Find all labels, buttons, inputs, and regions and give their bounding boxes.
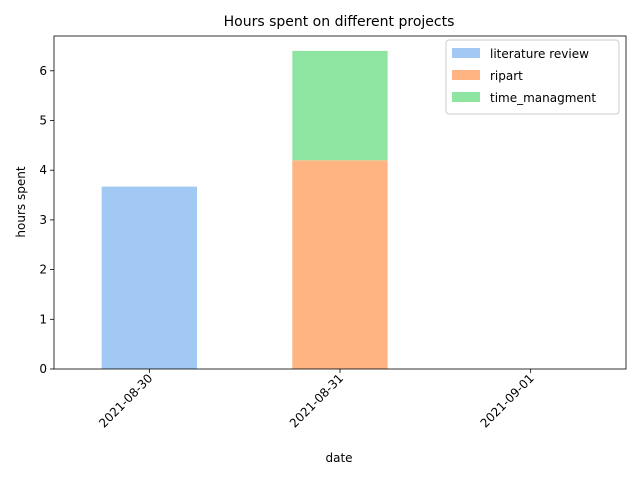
x-tick-label-2021-08-30: 2021-08-30: [96, 371, 155, 430]
legend-label-ripart: ripart: [490, 69, 523, 83]
legend: literature review ripart time_managment: [445, 39, 620, 115]
legend-swatch-time-managment: [452, 92, 480, 102]
legend-box: [445, 39, 620, 115]
legend-label-literature-review: literature review: [490, 47, 589, 61]
legend-swatch-literature-review: [452, 48, 480, 58]
x-tick-label-2021-08-31: 2021-08-31: [287, 371, 346, 430]
y-tick-label-1: 1: [39, 312, 47, 326]
legend-swatch-ripart: [452, 70, 480, 80]
y-tick-label-4: 4: [39, 163, 47, 177]
bar-ripart-2021-08-31: [292, 160, 388, 369]
y-tick-label-5: 5: [39, 113, 47, 127]
legend-label-time-managment: time_managment: [490, 91, 596, 105]
y-tick-label-0: 0: [39, 362, 47, 376]
y-tick-label-2: 2: [39, 263, 47, 277]
y-tick-label-6: 6: [39, 64, 47, 78]
y-tick-label-3: 3: [39, 213, 47, 227]
y-axis-label: hours spent: [14, 166, 28, 237]
x-tick-label-2021-09-01: 2021-09-01: [478, 371, 537, 430]
bar-time-managment-2021-08-31: [292, 50, 388, 161]
bar-literature-review-2021-08-30: [101, 186, 197, 369]
chart-title: Hours spent on different projects: [224, 14, 455, 30]
x-axis-label: date: [325, 451, 352, 465]
